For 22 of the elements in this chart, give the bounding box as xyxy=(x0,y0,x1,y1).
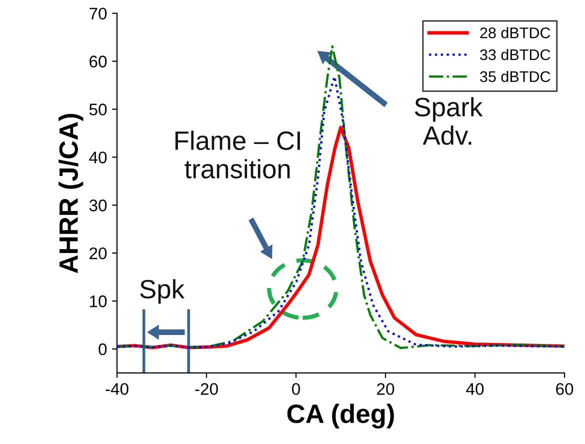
x-tick-label: 40 xyxy=(466,383,484,395)
y-tick-label: 40 xyxy=(89,152,107,164)
x-tick-label: -20 xyxy=(195,383,218,395)
y-tick-label: 70 xyxy=(90,8,107,20)
x-tick-label: 60 xyxy=(556,383,574,395)
annotation: Spark Adv. xyxy=(414,97,483,145)
x-tick-label: 20 xyxy=(377,383,394,395)
x-axis-title: CA (deg) xyxy=(287,404,394,428)
y-axis-title: AHRR (J/CA) xyxy=(58,114,84,274)
legend-label: 28 dBTDC xyxy=(480,27,550,38)
y-tick-label: 30 xyxy=(89,200,107,212)
legend-label: 35 dBTDC xyxy=(480,70,550,82)
y-tick-label: 20 xyxy=(90,247,107,260)
x-tick-label: -40 xyxy=(106,383,128,395)
y-tick-label: 0 xyxy=(98,343,107,356)
y-tick-label: 10 xyxy=(90,295,107,308)
y-tick-label: 50 xyxy=(89,104,107,116)
x-tick-label: 0 xyxy=(292,383,300,395)
legend-label: 33 dBTDC xyxy=(480,48,550,60)
annotation: Flame – CI transition xyxy=(175,130,300,178)
y-tick-label: 60 xyxy=(90,56,107,68)
annotation: Spk xyxy=(140,279,185,304)
